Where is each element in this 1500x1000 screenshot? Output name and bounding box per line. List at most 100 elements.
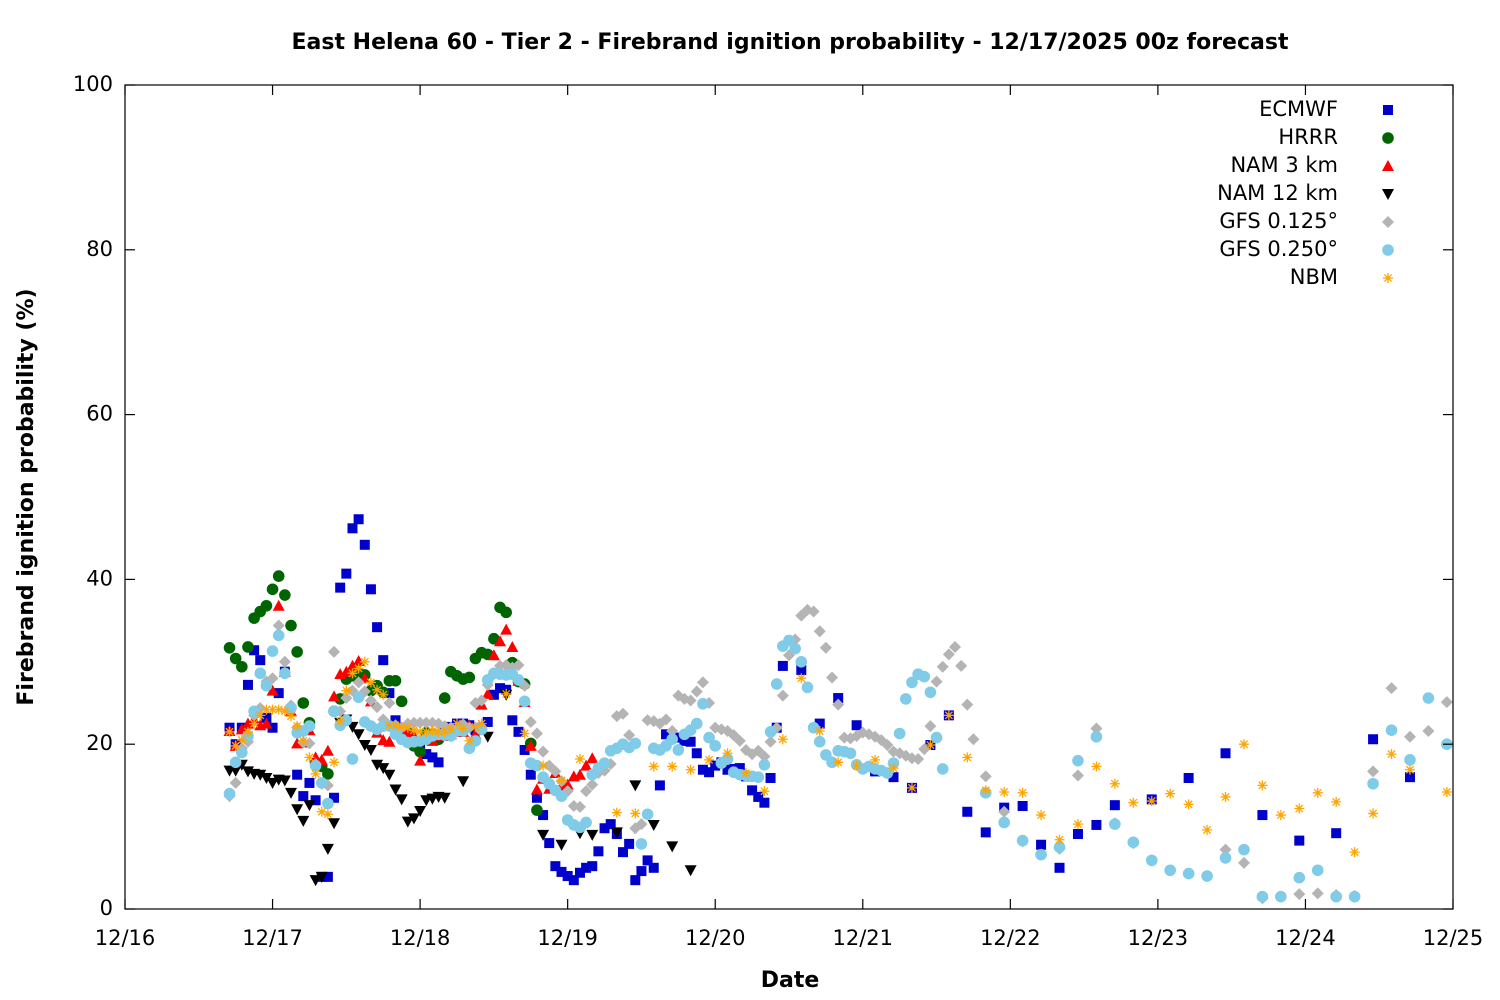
point [229,776,242,789]
point [1220,748,1231,759]
point [279,706,290,717]
point [524,739,537,751]
point [310,795,321,806]
point [1182,867,1195,880]
point [261,704,272,715]
point [1090,730,1103,743]
point [635,838,648,850]
point [495,683,506,694]
point [636,866,647,877]
point [722,748,733,759]
legend-label: NAM 12 km [1217,181,1338,205]
point [722,764,733,775]
point [1311,864,1324,877]
point [421,726,432,737]
point [586,829,599,841]
point [389,674,402,687]
point [1219,843,1232,856]
point [1293,871,1306,884]
x-axis-label: Date [761,968,820,993]
x-tick-label: 12/22 [980,926,1041,950]
point [329,757,340,768]
point [538,810,549,821]
point [704,767,715,778]
point [629,780,642,792]
point [291,804,304,816]
point [273,688,284,699]
point [353,663,364,674]
point [303,720,316,732]
point [980,785,991,796]
point [581,862,592,873]
point [685,764,696,775]
point [1054,862,1065,873]
point [851,760,862,771]
point [329,792,340,803]
point [679,735,690,746]
point [580,759,593,771]
point [402,722,413,733]
point [752,771,765,783]
legend-marker [1382,216,1394,228]
point [888,763,899,774]
point [667,761,678,772]
point [936,763,949,775]
point [298,791,309,802]
point [925,740,936,751]
point [1164,864,1176,877]
point [321,843,334,855]
point [328,705,340,718]
point [347,668,358,679]
point [1441,786,1452,797]
point [900,693,912,705]
point [936,660,949,673]
point [1275,890,1287,903]
point [254,701,267,714]
point [661,729,672,740]
point [377,763,390,775]
y-tick-label: 60 [86,402,113,426]
y-axis-label: Firebrand ignition probability (%) [14,288,39,705]
point [506,640,519,652]
point [396,721,407,732]
point [758,750,771,763]
point [1385,682,1398,695]
point [452,718,462,729]
point [248,705,260,718]
point [254,769,267,781]
point [1072,819,1083,830]
point [918,670,931,683]
point [610,827,623,839]
point [512,659,525,672]
point [322,871,333,882]
point [630,808,641,819]
point [322,797,334,810]
point [242,726,253,737]
point [538,760,549,771]
point [352,676,365,689]
point [384,720,395,731]
point [1109,778,1120,789]
legend-marker [1382,132,1394,144]
point [254,667,267,680]
y-tick-label: 40 [86,566,113,590]
point [346,753,359,765]
point [414,745,426,758]
legend-label: NAM 3 km [1230,153,1338,177]
point [322,768,334,780]
point [1404,772,1415,783]
point [439,726,450,737]
point [666,725,679,738]
point [415,726,426,737]
point [310,768,321,779]
point [573,768,586,780]
point [1348,890,1361,903]
point [1071,769,1084,782]
point [961,698,974,711]
point [881,767,894,779]
point [278,775,291,787]
point [531,792,542,803]
point [1091,819,1102,830]
point [733,734,746,747]
